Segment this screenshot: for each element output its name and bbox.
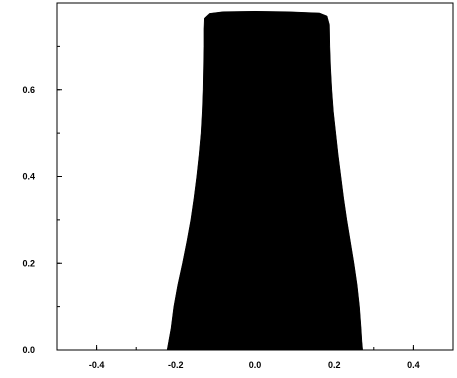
x-tick-label: 0.2 [328, 360, 341, 370]
y-tick-label: 0.4 [22, 172, 35, 182]
y-tick-label: 0.2 [22, 258, 35, 268]
y-tick-label: 0.0 [22, 345, 35, 355]
y-tick-label: 0.6 [22, 85, 35, 95]
data-area [166, 10, 363, 351]
x-tick-label: -0.2 [168, 360, 184, 370]
plot-area [166, 10, 363, 351]
x-tick-label: 0.4 [407, 360, 420, 370]
x-tick-label: 0.0 [249, 360, 262, 370]
x-axis-ticks: -0.4 -0.2 0.0 0.2 0.4 [56, 345, 454, 370]
x-tick-label: -0.4 [89, 360, 105, 370]
y-axis-ticks: 0.0 0.2 0.4 0.6 [22, 2, 62, 355]
